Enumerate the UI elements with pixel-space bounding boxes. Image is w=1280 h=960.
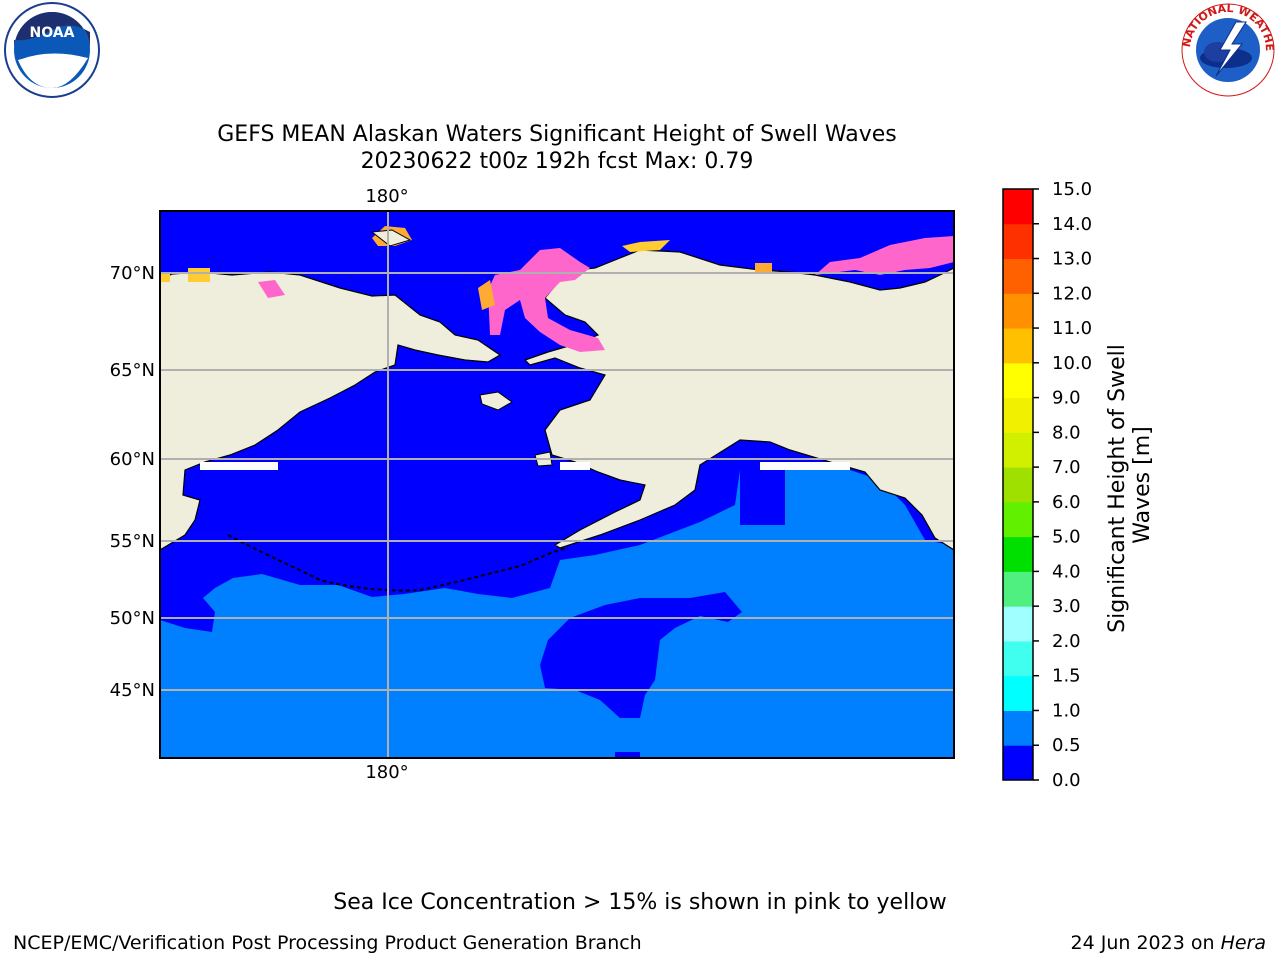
footer-branch: NCEP/EMC/Verification Post Processing Pr…: [13, 932, 642, 954]
colorbar-segment: [1003, 258, 1033, 294]
colorbar-segment: [1003, 536, 1033, 572]
lat-label: 50°N: [110, 608, 155, 629]
colorbar-tick-label: 5.0: [1052, 527, 1081, 548]
colorbar-tick-label: 4.0: [1052, 561, 1081, 582]
swell-0-0.5-blob: [540, 592, 742, 718]
map-frame: [159, 210, 955, 759]
svg-text:NOAA: NOAA: [30, 25, 75, 41]
colorbar-tick-label: 1.0: [1052, 700, 1081, 721]
gridlines: [160, 211, 954, 758]
colorbar-segment: [1003, 640, 1033, 677]
colorbar-tick-label: 10.0: [1052, 353, 1092, 374]
colorbar-segment: [1003, 745, 1033, 781]
chart-subtitle: 20230622 t00z 192h fcst Max: 0.79: [360, 149, 754, 174]
colorbar-segment: [1003, 467, 1033, 503]
lat-label: 60°N: [110, 449, 155, 470]
colorbar-tick-label: 11.0: [1052, 318, 1092, 339]
colorbar: [1003, 189, 1033, 781]
colorbar-tick-label: 13.0: [1052, 249, 1092, 270]
nws-logo-icon: NATIONAL WEATHER SERVICE: [1176, 0, 1276, 97]
colorbar-tick-label: 3.0: [1052, 596, 1081, 617]
colorbar-label: Significant Height of Swell Waves [m]: [1105, 337, 1155, 633]
colorbar-ticks: 0.0 0.5 1.0 1.5 2.0 3.0 4.0 5.0 6.0 7.0 8.0 9.0 10.0…: [1033, 179, 1092, 791]
colorbar-tick-label: 1.5: [1052, 666, 1081, 687]
colorbar-segment: [1003, 362, 1033, 399]
lat-label: 45°N: [110, 680, 155, 701]
noaa-logo-icon: NOAA: [4, 2, 100, 98]
colorbar-tick-label: 15.0: [1052, 179, 1092, 200]
colorbar-tick-label: 7.0: [1052, 457, 1081, 478]
footer-date: 24 Jun 2023 on Hera: [1070, 932, 1266, 954]
colorbar-segment: [1003, 432, 1033, 468]
colorbar-tick-label: 0.5: [1052, 735, 1081, 756]
colorbar-tick-label: 2.0: [1052, 631, 1081, 652]
map-area: [160, 211, 954, 758]
lon-label-top: 180°: [365, 186, 408, 207]
colorbar-segment: [1003, 501, 1033, 538]
colorbar-segment: [1003, 223, 1033, 260]
colorbar-segment: [1003, 571, 1033, 607]
lat-label: 55°N: [110, 531, 155, 552]
land-siberia: [160, 211, 502, 551]
sea-ice-note: Sea Ice Concentration > 15% is shown in …: [333, 890, 947, 915]
colorbar-segment: [1003, 397, 1033, 433]
colorbar-segment: [1003, 328, 1033, 364]
colorbar-tick-label: 12.0: [1052, 283, 1092, 304]
colorbar-segment: [1003, 710, 1033, 746]
lat-label: 70°N: [110, 263, 155, 284]
colorbar-tick-label: 0.0: [1052, 770, 1081, 791]
chart-title: GEFS MEAN Alaskan Waters Significant Hei…: [217, 122, 897, 147]
lat-label: 65°N: [110, 360, 155, 381]
colorbar-segment: [1003, 675, 1033, 711]
colorbar-tick-label: 14.0: [1052, 214, 1092, 235]
colorbar-tick-label: 9.0: [1052, 388, 1081, 409]
colorbar-frame: [1002, 188, 1034, 781]
colorbar-segment: [1003, 189, 1033, 225]
colorbar-tick-label: 8.0: [1052, 422, 1081, 443]
lon-label-bottom: 180°: [365, 762, 408, 783]
colorbar-tick-label: 6.0: [1052, 492, 1081, 513]
swell-0-0.5-blob-small: [615, 752, 640, 758]
colorbar-segment: [1003, 606, 1033, 642]
colorbar-segment: [1003, 293, 1033, 329]
